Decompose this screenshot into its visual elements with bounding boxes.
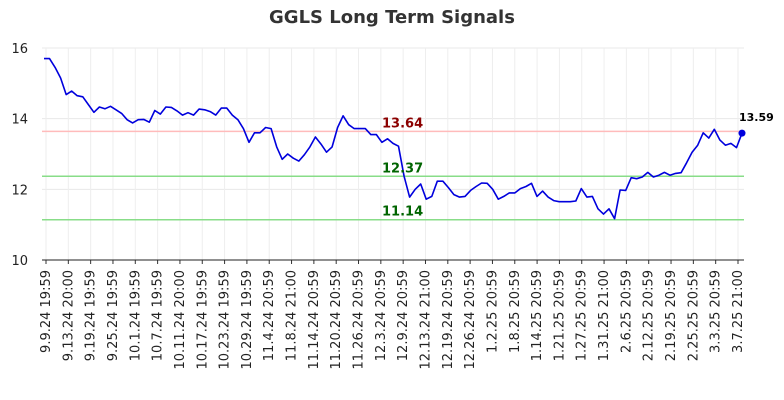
signal-label: 11.14 [382,205,423,220]
x-tick-label: 9.9.24 19:59 [39,270,54,353]
y-tick-label: 10 [11,254,28,269]
signal-label: 12.37 [382,161,423,176]
x-tick-label: 1.21.25 20:59 [552,270,567,361]
x-tick-label: 12.13.24 21:00 [418,270,433,370]
signal-label: 13.64 [382,116,423,131]
y-tick-label: 12 [11,183,28,198]
x-tick-label: 12.9.24 20:59 [396,270,411,361]
x-tick-label: 10.23.24 19:59 [218,270,233,370]
x-tick-label: 11.8.24 21:00 [285,270,300,361]
last-value-marker [738,129,746,137]
x-tick-label: 12.19.24 20:59 [441,270,456,370]
gridlines [42,47,744,261]
x-tick-label: 9.19.24 19:59 [84,270,99,361]
x-tick-labels: 9.9.24 19:59 9.13.24 20:00 9.19.24 19:59 9.… [39,270,746,370]
x-tick-label: 1.8.25 20:59 [508,270,523,353]
x-tick-label: 1.2.25 20:59 [485,270,500,353]
x-tick-label: 1.27.25 20:59 [575,270,590,361]
x-tick-label: 9.25.24 19:59 [106,270,121,361]
x-tick-label: 12.26.24 20:59 [463,270,478,370]
y-tick-labels: 10 12 14 16 [11,42,28,269]
x-tick-label: 9.13.24 20:00 [61,270,76,361]
x-tick-label: 2.6.25 20:59 [619,270,634,353]
last-value-label: 13.59 [739,111,774,124]
x-tick-label: 10.7.24 19:59 [151,270,166,361]
x-tick-label: 3.3.25 20:59 [709,270,724,353]
price-series [44,57,746,220]
x-tick-label: 10.1.24 19:59 [128,270,143,361]
x-tick-label: 11.4.24 20:59 [262,270,277,361]
x-tick-label: 12.3.24 20:59 [374,270,389,361]
x-tick-label: 2.12.25 20:59 [642,270,657,361]
price-line [44,57,743,220]
signal-lines [42,130,744,221]
x-tick-label: 10.11.24 20:00 [173,270,188,370]
x-tick-label: 3.7.25 21:00 [731,270,746,353]
signal-labels: 13.64 12.37 11.14 13.59 [382,111,774,220]
x-tick-label: 11.20.24 20:59 [329,270,344,370]
x-tick-label: 1.14.25 20:59 [530,270,545,361]
x-tick-label: 10.17.24 19:59 [195,270,210,370]
axes [42,259,744,264]
x-tick-label: 2.25.25 20:59 [686,270,701,361]
y-tick-label: 14 [11,113,28,128]
x-tick-label: 1.31.25 21:00 [597,270,612,361]
x-tick-label: 11.26.24 20:59 [352,270,367,370]
x-tick-label: 10.29.24 19:59 [240,270,255,370]
x-tick-label: 11.14.24 20:59 [307,270,322,370]
y-tick-label: 16 [11,42,28,57]
x-tick-label: 2.19.25 20:59 [664,270,679,361]
chart-title: GGLS Long Term Signals [269,7,515,28]
